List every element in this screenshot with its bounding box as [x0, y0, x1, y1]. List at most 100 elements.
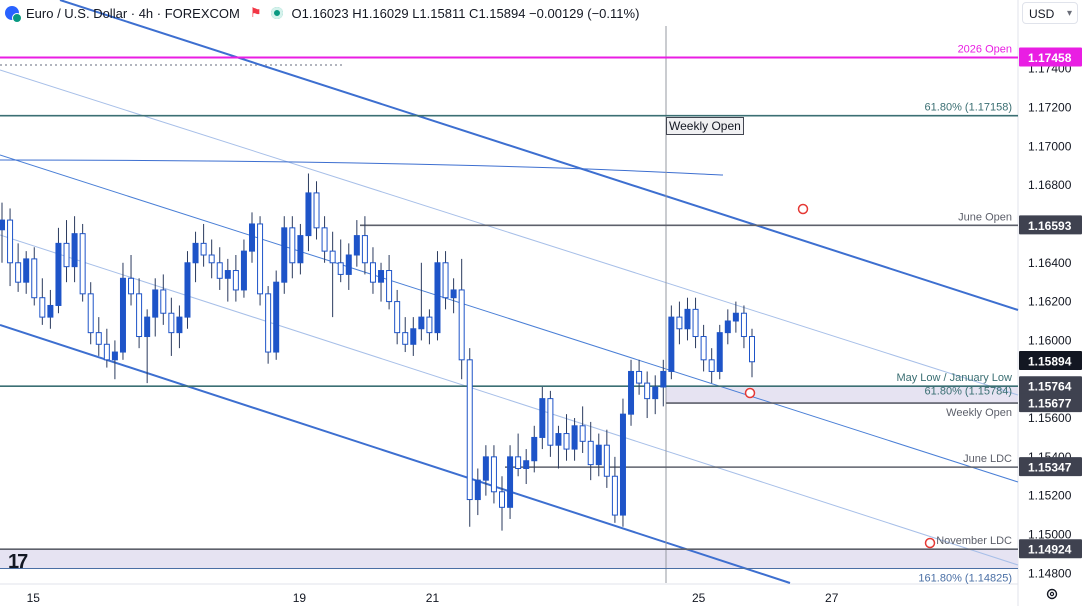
candle-body-38 [305, 192, 312, 237]
price-tag-0: 1.17458 [1028, 51, 1072, 65]
price-tag-bg-6 [1019, 539, 1082, 559]
y-tick-label-10: 1.15000 [1028, 527, 1072, 541]
level-tag-2: June Open [958, 211, 1012, 223]
x-tick-label-1: 19 [293, 591, 307, 605]
candle-body-2 [15, 262, 22, 283]
price-tag-3: 1.15764 [1028, 380, 1072, 394]
candle-body-15 [119, 277, 126, 353]
candle-body-76 [611, 475, 618, 516]
candle-body-25 [200, 242, 207, 256]
channel-lower-line [0, 324, 791, 584]
candle-body-78 [628, 370, 635, 415]
candle-body-53 [426, 316, 433, 334]
candle-body-40 [321, 227, 328, 252]
channel-upper-line [59, 0, 1019, 311]
candle-body-87 [700, 336, 707, 361]
level-tag-6: November LDC [936, 535, 1012, 547]
ohlc-readout: O1.16023 H1.16029 L1.15811 C1.15894 −0.0… [291, 5, 640, 21]
level-tag-0: 2026 Open [958, 43, 1012, 55]
flag-icon[interactable]: ⚑ [249, 5, 262, 20]
candle-body-43 [345, 254, 352, 275]
candle-body-7 [55, 242, 62, 306]
candle-body-70 [563, 433, 570, 450]
candle-body-66 [531, 436, 538, 462]
candle-body-28 [224, 270, 231, 279]
candle-body-50 [402, 332, 409, 345]
y-tick-label-7: 1.15600 [1028, 411, 1072, 425]
level-tag-1: 61.80% (1.17158) [925, 102, 1012, 114]
candle-body-6 [47, 304, 54, 318]
candle-body-22 [176, 316, 183, 334]
candle-body-31 [249, 223, 255, 252]
market-status-icon [271, 7, 284, 19]
candle-body-73 [587, 440, 594, 466]
candle-body-89 [716, 332, 723, 372]
candle-body-46 [369, 262, 376, 283]
candle-body-93 [749, 336, 755, 363]
chevron-down-icon: ▾ [1066, 8, 1072, 19]
candle-body-12 [95, 332, 102, 345]
weekly-open-annotation[interactable]: Weekly Open [666, 117, 744, 135]
candle-body-24 [192, 242, 199, 264]
candle-body-44 [353, 235, 360, 256]
candle-body-64 [515, 456, 522, 469]
candle-body-39 [313, 192, 320, 229]
candle-body-58 [466, 359, 473, 501]
price-tag-bg-0 [1019, 47, 1082, 67]
tradingview-logo[interactable]: 17 [8, 551, 28, 573]
currency-label: USD [1029, 7, 1055, 21]
candle-body-27 [216, 262, 223, 279]
candle-body-68 [547, 398, 554, 446]
candle-body-75 [603, 444, 610, 477]
candle-body-83 [668, 316, 675, 372]
candle-body-56 [450, 289, 457, 299]
price-tag-2: 1.16593 [1028, 219, 1072, 233]
candle-body-3 [23, 258, 30, 283]
candle-body-77 [619, 413, 626, 516]
candle-body-18 [144, 316, 151, 338]
moving-average-line [0, 159, 724, 176]
candle-body-4 [31, 258, 38, 299]
candle-body-57 [458, 289, 465, 361]
candle-body-36 [289, 227, 296, 264]
y-tick-label-6: 1.16000 [1028, 333, 1072, 347]
candle-body-26 [208, 254, 215, 264]
candle-body-23 [184, 262, 191, 318]
level-tag-4: Weekly Open [946, 407, 1012, 419]
candle-body-84 [676, 316, 683, 330]
candle-body-9 [71, 233, 78, 268]
chart-header: Euro / U.S. Dollar · 4h · FOREXCOM ⚑ O1.… [0, 0, 639, 26]
candle-body-42 [337, 262, 344, 275]
candle-body-10 [79, 233, 86, 295]
candle-body-1 [7, 219, 14, 264]
y-tick-label-1: 1.17200 [1028, 101, 1072, 115]
price-tag-4: 1.15677 [1028, 397, 1072, 411]
candle-body-71 [571, 425, 578, 450]
gear-icon[interactable] [1045, 587, 1059, 601]
candle-body-90 [724, 320, 731, 334]
candle-body-74 [595, 444, 602, 466]
november-ldc-zone [0, 549, 1018, 569]
currency-selector[interactable]: USD ▾ [1022, 2, 1078, 24]
candle-body-21 [168, 312, 175, 334]
fib-label-0: 61.80% (1.15784) [925, 385, 1012, 397]
symbol-title[interactable]: Euro / U.S. Dollar · 4h · FOREXCOM [26, 5, 240, 21]
candle-body-52 [418, 316, 425, 330]
candle-body-20 [160, 289, 167, 314]
candle-body-45 [361, 235, 368, 264]
level-tag-7: 161.80% (1.14825) [918, 572, 1012, 584]
candle-body-35 [281, 227, 288, 283]
symbol-flag-icon [5, 6, 22, 23]
candle-body-88 [708, 359, 715, 372]
candle-body-16 [128, 277, 135, 295]
alert-marker-0 [797, 203, 809, 215]
candle-body-91 [732, 312, 739, 322]
y-tick-label-4: 1.16400 [1028, 256, 1072, 270]
current-price-tag-bg [1019, 350, 1082, 370]
candle-body-33 [265, 293, 272, 353]
candle-body-5 [39, 297, 46, 318]
price-tag-6: 1.14924 [1028, 543, 1072, 557]
x-tick-label-4: 27 [825, 591, 839, 605]
y-tick-label-9: 1.15200 [1028, 489, 1072, 503]
